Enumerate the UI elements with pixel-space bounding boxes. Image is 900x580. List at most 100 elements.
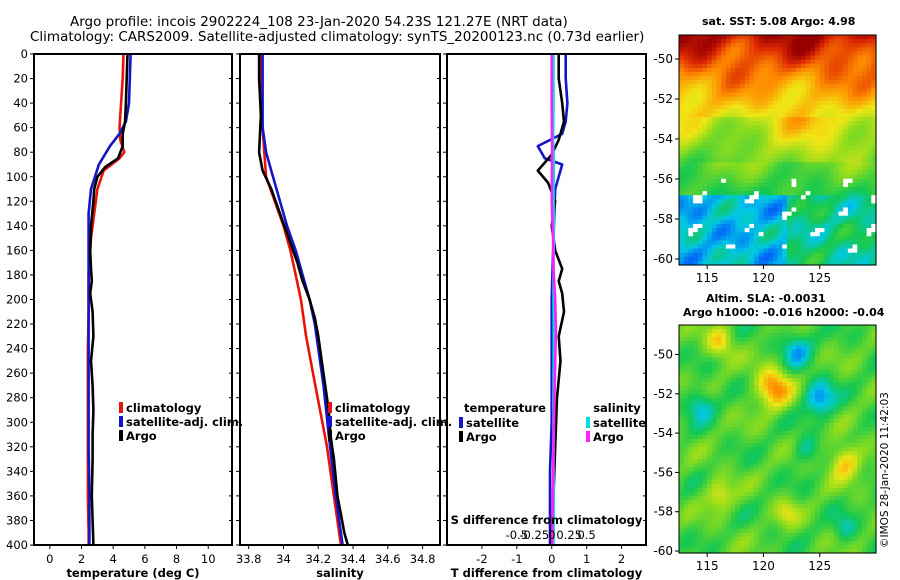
sla-map-cell [716,532,722,538]
sla-map-cell [829,341,835,346]
sst-map-cell [871,211,877,217]
sla-map-cell [707,491,713,497]
sla-map-cell [735,479,741,485]
sla-map-cell [702,443,708,448]
sst-map-cell [838,76,844,81]
sst-map-cell [711,104,718,110]
sst-map-cell [679,170,685,176]
sla-map-cell [730,483,736,489]
sla-map-cell [805,548,811,554]
sst-map-cell [815,104,821,110]
sla-map-cell [679,377,685,383]
sla-map-cell [683,386,689,391]
sst-map-cell [866,252,872,258]
sst-map-cell [693,55,699,61]
sst-map-cell [693,67,699,73]
sst-map-cell [730,162,736,168]
sla-map-cell [847,410,854,416]
sla-map-cell [697,459,704,465]
sla-map-cell [861,540,868,546]
sla-map-cell [833,337,840,342]
sst-map-cell [707,113,713,118]
sst-map-cell [838,125,844,131]
sst-map-cell [800,129,807,135]
sst-map-cell [749,125,755,131]
sst-map-cell [735,215,741,221]
sst-map-cell [819,47,825,53]
sla-map-cell [697,451,704,456]
sst-map-cell [810,76,816,81]
sla-map-cell [861,422,868,428]
plot-frame [239,53,441,546]
sla-map-cell [749,349,755,355]
sst-map-cell [725,59,732,65]
sst-map-cell [829,228,835,233]
sla-map-cell [843,341,849,346]
sla-map-cell [796,369,802,375]
sla-map-cell [725,471,732,477]
sst-map-cell [772,215,779,221]
sla-map-cell [772,544,779,550]
sst-map-cell [693,166,699,172]
sst-map-cell [772,71,779,77]
sla-map-cell [833,447,840,452]
sla-map-cell [819,520,825,526]
sst-map-cell [735,84,741,89]
sla-map-cell [725,402,732,408]
sst-map-cell [800,236,807,241]
y-tick-label-7: 140 [6,219,28,233]
sst-map-cell [763,55,769,61]
sst-map-cell [829,96,835,102]
sst-map-cell [758,219,765,225]
sst-map-cell [857,104,863,110]
sla-map-cell [730,471,736,477]
sla-map-cell [763,406,769,412]
sla-map-cell [843,377,849,383]
sla-map-cell [744,333,750,338]
sst-map-cell [739,154,746,159]
sla-map-cell [768,536,774,542]
sla-map-cell [838,333,844,338]
sla-map-cell [679,475,685,481]
sst-map-cell [768,137,774,143]
sla-map-cell [843,548,849,554]
sla-map-cell [716,361,722,367]
sla-map-cell [786,467,793,473]
sst-map-cell [838,43,844,48]
sla-map-cell [679,447,685,452]
sst-map-cell [810,141,816,147]
sst-map-cell [843,129,849,135]
sla-map-cell [772,398,779,403]
sla-map-cell [782,512,788,517]
sla-map-cell [871,540,877,546]
sla-map-cell [679,353,685,359]
sst-map-cell [754,150,760,155]
sst-map-cell [739,244,746,250]
sla-map-cell [866,540,872,546]
sla-map-cell [796,382,802,387]
sst-map-cell [754,178,760,184]
sla-map-cell [810,337,816,342]
sst-map-cell [796,96,802,102]
sst-map-cell [843,80,849,85]
sla-map-cell [744,467,750,473]
sst-map-cell [786,162,793,168]
sla-map-cell [786,544,793,550]
sst-map-cell [725,158,732,163]
sla-map-cell [843,329,849,334]
sla-map-cell [852,463,858,469]
sla-map-cell [739,544,746,550]
sst-map-cell [749,145,755,151]
sst-map-cell [683,141,689,147]
sla-map-cell [843,398,849,403]
sla-map-cell [857,447,863,452]
sla-map-cell [754,390,760,395]
sla-map-cell [777,329,783,334]
sst-map-cell [772,203,779,209]
sla-map-cell [735,528,741,534]
sla-map-cell [721,439,727,444]
sla-map-cell [749,491,755,497]
sla-map-cell [852,357,858,363]
sla-map-cell [739,361,746,367]
sla-map-cell [679,406,685,412]
